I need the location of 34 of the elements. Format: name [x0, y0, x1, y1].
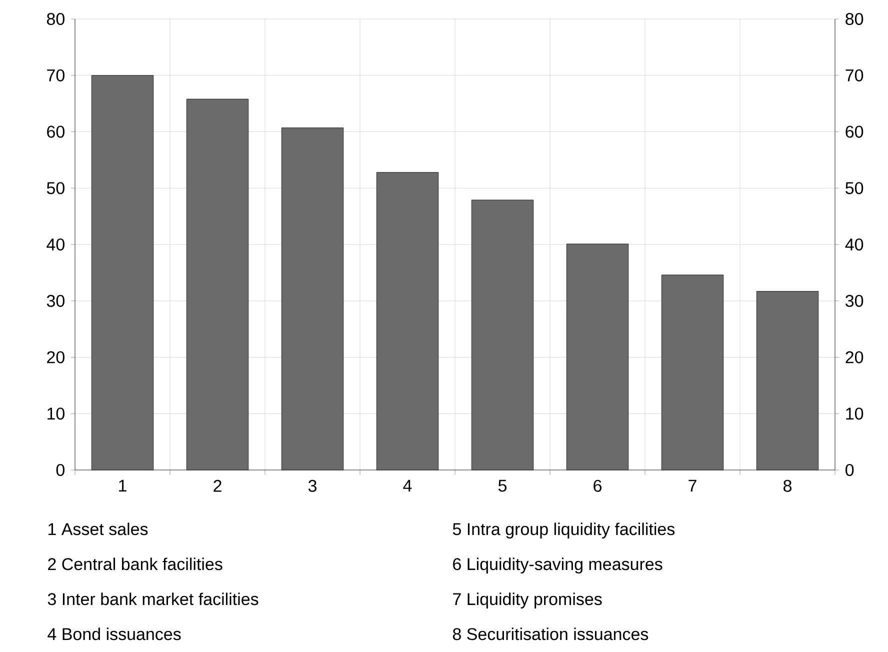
x-tick-label: 7: [688, 480, 696, 492]
y-tick-label: 0: [56, 464, 64, 476]
y-tick-label: 50: [46, 182, 64, 194]
y2-tick-label: 40: [845, 238, 864, 251]
y2-tick-label: 30: [846, 294, 864, 307]
text: 7 Liquidity promises: [453, 592, 602, 609]
text: 4 Bond issuances: [48, 628, 181, 640]
text: 8 Securitisation issuances: [452, 628, 648, 640]
text: 2 Central bank facilities: [48, 558, 222, 570]
y2-tick-label: 0: [846, 464, 854, 476]
y-tick-label: 10: [48, 408, 64, 420]
text: 1 Asset sales: [48, 522, 148, 536]
y2-tick-label: 70: [846, 69, 864, 82]
y2-tick-label: 50: [846, 182, 864, 194]
y2-tick-label: 80: [846, 12, 864, 26]
y2-tick-label: 10: [846, 408, 864, 420]
y2-tick-label: 60: [846, 126, 864, 138]
text: 3 Inter bank market facilities: [48, 592, 258, 606]
x-tick-label: 2: [214, 480, 222, 492]
x-tick-label: 3: [308, 480, 316, 492]
y-tick-label: 20: [47, 351, 64, 364]
y-tick-label: 60: [47, 126, 64, 138]
y-tick-label: 40: [46, 238, 64, 251]
y2-tick-label: 20: [846, 351, 864, 364]
y-tick-label: 80: [46, 12, 64, 26]
x-tick-label: 4: [403, 480, 412, 492]
x-tick-label: 1: [119, 480, 126, 492]
y-tick-label: 70: [47, 69, 64, 82]
text: 5 Intra group liquidity facilities: [452, 522, 675, 539]
x-tick-label: 5: [498, 480, 507, 492]
y-tick-label: 30: [46, 294, 64, 307]
text: 6 Liquidity-saving measures: [453, 558, 662, 574]
x-tick-label: 6: [594, 480, 602, 492]
x-tick-label: 8: [784, 480, 792, 492]
